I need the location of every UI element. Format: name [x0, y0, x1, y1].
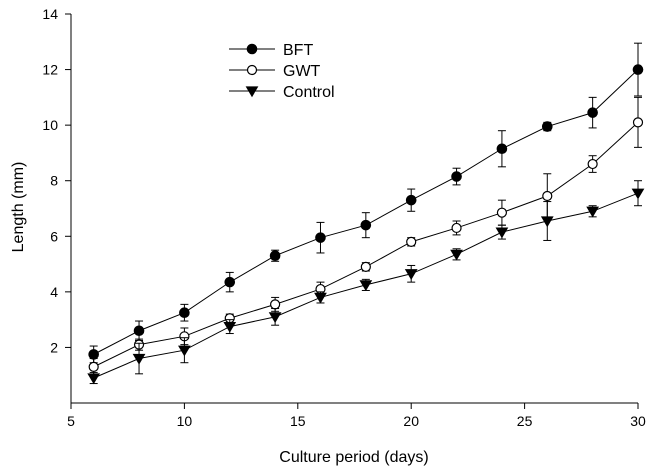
axes: 5 10 15 20 25 30 2 4 6 8 10 12 14	[42, 6, 646, 429]
data-point-control	[540, 216, 554, 228]
data-point-control	[87, 373, 101, 385]
data-point-control	[450, 249, 463, 261]
data-point-bft	[133, 325, 145, 337]
x-tick-label: 5	[67, 413, 75, 429]
data-point-control	[631, 188, 645, 200]
data-point-bft	[224, 276, 236, 288]
data-point-bft	[451, 171, 462, 182]
data-point-control	[404, 269, 418, 281]
y-tick-label: 6	[50, 228, 58, 244]
y-axis-title: Length (mm)	[10, 162, 27, 253]
data-point-bft	[496, 143, 508, 155]
data-point-gwt	[542, 190, 553, 202]
data-point-control	[359, 280, 373, 292]
data-point-gwt	[360, 261, 371, 272]
data-point-control	[586, 206, 600, 218]
data-point-gwt	[406, 236, 417, 247]
data-point-control	[268, 312, 282, 324]
series-line-gwt	[93, 121, 639, 368]
data-point-bft	[88, 349, 99, 360]
x-tick-label: 15	[290, 413, 306, 429]
x-axis-title: Culture period (days)	[279, 449, 428, 466]
legend-label-bft: BFT	[283, 42, 313, 59]
y-tick-label: 10	[42, 117, 58, 133]
legend-marker-gwt	[246, 64, 258, 76]
x-tick-label: 10	[177, 413, 193, 429]
data-point-bft	[541, 121, 553, 132]
data-point-control	[132, 353, 146, 365]
y-tick-label: 2	[50, 339, 58, 355]
y-tick-label: 4	[50, 284, 58, 300]
data-point-bft	[179, 307, 190, 318]
data-point-control	[178, 345, 191, 357]
data-point-gwt	[88, 361, 99, 372]
legend-label-gwt: GWT	[283, 63, 321, 80]
y-tick-label: 8	[50, 173, 58, 189]
data-point-bft	[632, 64, 644, 75]
legend: BFT GWT Control	[229, 42, 335, 101]
legend-entry-control: Control	[229, 84, 335, 101]
data-point-bft	[360, 219, 372, 231]
y-tick-label: 14	[42, 6, 58, 22]
series-control	[87, 180, 645, 385]
series-layer	[87, 42, 645, 385]
series-bft	[88, 42, 644, 364]
x-tick-label: 30	[630, 413, 646, 429]
data-point-control	[495, 227, 509, 239]
y-tick-label: 12	[42, 62, 58, 78]
data-point-gwt	[270, 299, 281, 310]
data-point-control	[223, 321, 237, 333]
series-line-bft	[93, 69, 639, 355]
series-gwt	[88, 96, 644, 376]
legend-entry-bft: BFT	[229, 42, 313, 59]
x-tick-label: 20	[403, 413, 419, 429]
data-point-gwt	[587, 158, 598, 170]
data-point-gwt	[451, 222, 462, 234]
data-point-gwt	[496, 207, 508, 218]
data-point-bft	[587, 107, 598, 118]
data-point-bft	[269, 250, 281, 262]
x-tick-label: 25	[517, 413, 533, 429]
data-point-bft	[405, 194, 417, 206]
data-point-control	[314, 292, 327, 304]
data-point-gwt	[632, 117, 644, 128]
legend-marker-control	[245, 86, 259, 98]
legend-marker-bft	[246, 43, 258, 55]
data-point-bft	[315, 232, 326, 243]
legend-label-control: Control	[283, 84, 335, 101]
legend-entry-gwt: GWT	[229, 63, 321, 80]
